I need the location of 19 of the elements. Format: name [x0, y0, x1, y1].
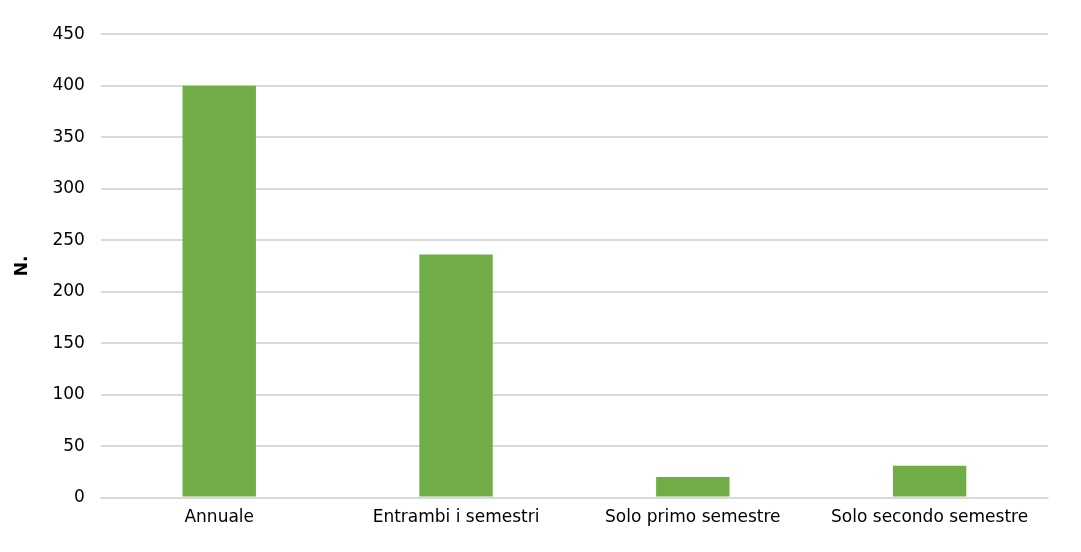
y-axis-title: N. — [10, 255, 31, 277]
x-tick-label: Annuale — [184, 506, 255, 527]
y-tick-label: 0 — [74, 486, 85, 507]
x-tick-label: Solo primo semestre — [605, 506, 781, 527]
x-tick-label: Entrambi i semestri — [372, 506, 540, 527]
y-tick-label: 150 — [52, 331, 85, 352]
y-tick-label: 400 — [52, 74, 85, 95]
y-tick-label: 200 — [52, 280, 85, 301]
bar — [656, 477, 730, 497]
y-tick-label: 350 — [52, 125, 85, 146]
y-tick-label: 50 — [63, 434, 85, 455]
bar — [419, 254, 493, 497]
y-tick-label: 450 — [52, 22, 85, 43]
y-tick-label: 250 — [52, 228, 85, 249]
x-tick-label: Solo secondo semestre — [831, 506, 1029, 527]
bar — [892, 465, 967, 497]
bar — [182, 85, 256, 497]
y-tick-label: 100 — [52, 383, 85, 404]
y-tick-label: 300 — [52, 177, 85, 198]
